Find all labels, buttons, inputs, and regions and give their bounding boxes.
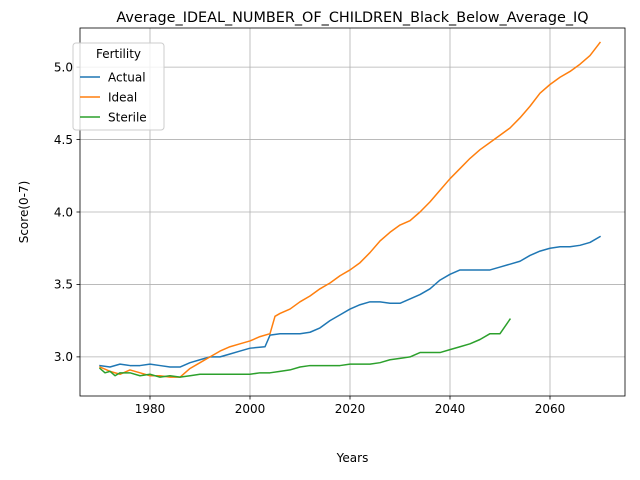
legend: Fertility Actual Ideal Sterile	[72, 42, 165, 131]
y-tick-label: 4.0	[54, 205, 73, 219]
axis-ticks: 1980 2000 2020 2040 2060 3.0 3.5 4.0 4.5 5.0	[54, 60, 565, 416]
y-axis-label: Score(0-7)	[17, 181, 31, 244]
x-axis-label: Years	[336, 451, 369, 465]
x-tick-label: 2000	[235, 402, 266, 416]
series-line-actual	[99, 235, 602, 368]
x-tick-label: 2020	[335, 402, 366, 416]
y-tick-label: 3.5	[54, 278, 73, 292]
x-tick-label: 2040	[435, 402, 466, 416]
legend-box	[72, 42, 165, 131]
legend-title: Fertility	[96, 47, 141, 61]
grid	[80, 28, 625, 396]
series-line-sterile	[98, 318, 512, 378]
legend-label-actual: Actual	[108, 70, 146, 84]
series-lines	[98, 41, 602, 378]
legend-label-sterile: Sterile	[108, 110, 147, 124]
x-tick-label: 1980	[135, 402, 166, 416]
series-line-ideal	[99, 41, 602, 378]
y-tick-label: 3.0	[54, 350, 73, 364]
legend-label-ideal: Ideal	[108, 90, 137, 104]
chart-title: Average_IDEAL_NUMBER_OF_CHILDREN_Black_B…	[116, 10, 588, 26]
y-tick-label: 4.5	[54, 133, 73, 147]
y-tick-label: 5.0	[54, 60, 73, 74]
x-tick-label: 2060	[535, 402, 566, 416]
